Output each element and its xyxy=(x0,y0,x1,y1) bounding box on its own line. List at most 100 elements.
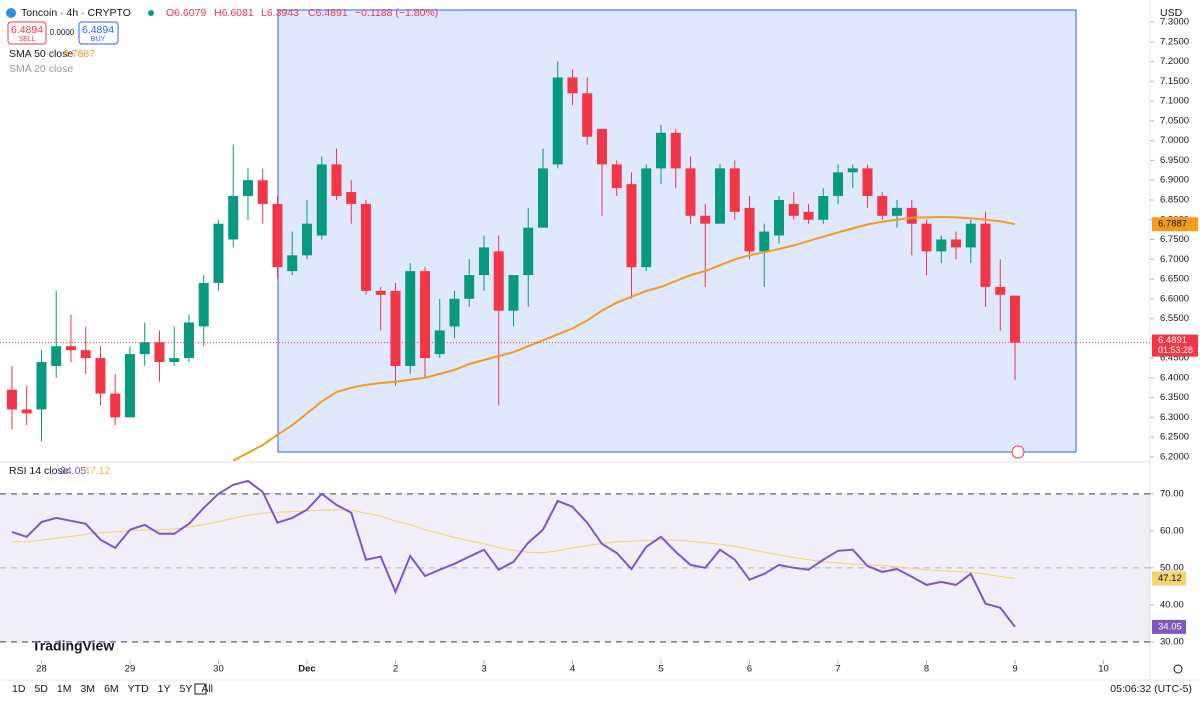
y-tick-label: 6.3000 xyxy=(1160,412,1189,423)
countdown: 01:53:28 xyxy=(1158,345,1193,355)
timeframe-button[interactable]: All xyxy=(201,683,213,695)
settings-icon[interactable] xyxy=(1173,664,1183,674)
timeframe-button[interactable]: 1Y xyxy=(158,683,171,695)
y-tick-label: 6.8500 xyxy=(1160,194,1189,205)
date-range-selection[interactable] xyxy=(277,9,1077,453)
candle-body xyxy=(419,271,430,359)
candle-body xyxy=(833,172,844,197)
candle-body xyxy=(346,192,357,204)
currency[interactable]: USD xyxy=(1160,7,1183,19)
alert-icon[interactable] xyxy=(1011,445,1025,459)
candle-body xyxy=(449,298,460,327)
y-tick-label: 6.6500 xyxy=(1160,274,1189,285)
sma-line xyxy=(232,215,1016,462)
timeframe-button[interactable]: 5D xyxy=(34,683,48,695)
y-tick-label: 7.0500 xyxy=(1160,115,1189,126)
rsi-legend-value: 34.05 xyxy=(60,465,86,477)
buy-label: BUY xyxy=(91,36,106,43)
x-tick-label: 4 xyxy=(570,664,575,675)
candle-body xyxy=(405,271,416,366)
timeframe-button[interactable]: 6M xyxy=(104,683,119,695)
candle-body xyxy=(980,223,991,287)
y-tick-label: 6.5500 xyxy=(1160,313,1189,324)
x-tick-label: 7 xyxy=(835,664,840,675)
timeframe-button[interactable]: 5Y xyxy=(180,683,193,695)
candle-body xyxy=(6,389,17,410)
symbol[interactable]: Toncoin · 4h · CRYPTO xyxy=(21,7,131,19)
candle-body xyxy=(183,322,194,359)
candle-body xyxy=(508,275,519,311)
status-dot xyxy=(148,10,154,16)
candle-body xyxy=(818,196,829,220)
y-tick-label: 6.4000 xyxy=(1160,372,1189,383)
buy-button[interactable] xyxy=(78,21,119,45)
x-tick-label: 9 xyxy=(1012,664,1017,675)
candle-body xyxy=(685,168,696,216)
y-tick-label: 6.3500 xyxy=(1160,392,1189,403)
timeframe-button[interactable]: 3M xyxy=(80,683,95,695)
rsi-badge xyxy=(1152,619,1186,634)
candle-body xyxy=(862,168,873,197)
last-price-label: 6.4891 xyxy=(1158,335,1187,346)
y-tick-label: 6.4500 xyxy=(1160,353,1189,364)
sma-badge-label: 6.7887 xyxy=(1158,219,1187,230)
candle-body xyxy=(626,184,637,268)
candle-body xyxy=(729,168,740,212)
rsi-ma-legend-value: 47.12 xyxy=(84,465,110,477)
candle-body xyxy=(257,180,268,204)
sma20-legend[interactable]: SMA 20 close xyxy=(9,63,73,75)
y-tick-label: 6.9500 xyxy=(1160,155,1189,166)
y-tick-label: 50.00 xyxy=(1160,562,1184,573)
candle-body xyxy=(360,203,371,291)
y-tick-label: 6.2000 xyxy=(1160,451,1189,462)
candle-body xyxy=(936,239,947,252)
candle-body xyxy=(390,290,401,366)
symbol-icon xyxy=(6,8,16,18)
sma50-legend[interactable]: SMA 50 close xyxy=(9,48,73,60)
y-tick-label: 6.7500 xyxy=(1160,234,1189,245)
rsi-badge-label: 47.12 xyxy=(1158,573,1182,584)
candle-body xyxy=(774,199,785,236)
candle-body xyxy=(611,164,622,189)
candle-body xyxy=(582,93,593,137)
buy-price: 6.4894 xyxy=(82,24,114,36)
candle-body xyxy=(567,77,578,94)
y-tick-label: 7.3000 xyxy=(1160,17,1189,28)
candle-body xyxy=(51,346,62,366)
candle-body xyxy=(80,350,91,359)
x-tick-label: 8 xyxy=(924,664,929,675)
y-tick-label: 6.7000 xyxy=(1160,254,1189,265)
y-tick-label: 70.00 xyxy=(1160,488,1184,499)
timeframe-button[interactable]: 1D xyxy=(12,683,26,695)
candle-body xyxy=(65,346,76,351)
candle-body xyxy=(464,275,475,299)
y-tick-label: 6.9000 xyxy=(1160,175,1189,186)
candle-body xyxy=(272,203,283,268)
sell-button[interactable] xyxy=(7,21,47,45)
x-tick-label: 10 xyxy=(1098,664,1109,675)
candle-body xyxy=(169,358,180,363)
x-tick-label: 29 xyxy=(125,664,136,675)
candle-body xyxy=(892,207,903,216)
candle-body xyxy=(95,358,106,394)
candle-body xyxy=(759,231,770,252)
date-range-icon[interactable] xyxy=(194,683,207,695)
candle-body xyxy=(1010,295,1021,343)
timeframe-button[interactable]: YTD xyxy=(128,683,149,695)
candle-body xyxy=(36,362,47,410)
y-tick-label: 7.1500 xyxy=(1160,76,1189,87)
candle-body xyxy=(951,239,962,248)
spread: 0.0000 xyxy=(50,28,75,37)
high: H6.6081 xyxy=(214,7,254,19)
low: L6.3943 xyxy=(261,7,299,19)
y-tick-label: 7.2500 xyxy=(1160,36,1189,47)
rsi-legend[interactable]: RSI 14 close xyxy=(9,465,69,477)
candle-body xyxy=(434,330,445,355)
x-tick-label: 6 xyxy=(747,664,752,675)
rsi-ma-line xyxy=(11,509,1016,579)
candle-body xyxy=(788,203,799,216)
timeframe-button[interactable]: 1M xyxy=(57,683,72,695)
sma-badge xyxy=(1152,217,1198,232)
candle-body xyxy=(213,223,224,283)
